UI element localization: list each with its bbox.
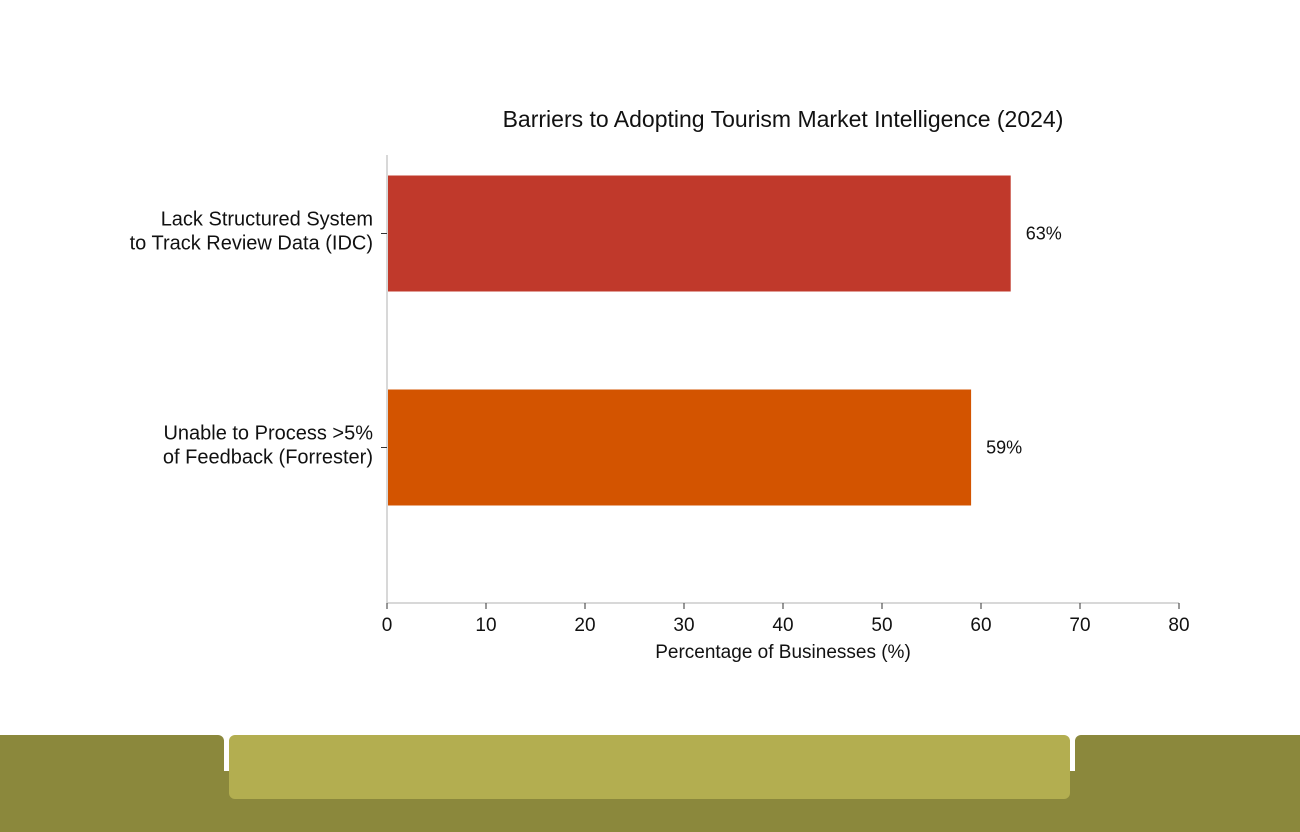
x-tick-label: 40	[772, 615, 793, 636]
x-tick-label: 50	[871, 615, 892, 636]
x-tick-label: 60	[970, 615, 991, 636]
bar	[388, 175, 1011, 292]
x-tick-label: 80	[1168, 615, 1189, 636]
category-label: Unable to Process >5%	[163, 423, 373, 445]
x-axis-title: Percentage of Businesses (%)	[655, 642, 911, 663]
x-tick-label: 20	[574, 615, 595, 636]
x-tick-label: 10	[475, 615, 496, 636]
chart-title: Barriers to Adopting Tourism Market Inte…	[503, 106, 1064, 132]
x-tick-label: 30	[673, 615, 694, 636]
footer-right-panel	[1075, 735, 1300, 832]
footer-left-panel	[0, 735, 224, 832]
data-label: 59%	[986, 438, 1022, 458]
x-tick-label: 70	[1069, 615, 1090, 636]
x-tick-label: 0	[382, 615, 393, 636]
data-label: 63%	[1026, 224, 1062, 244]
bar	[388, 389, 972, 506]
category-label: Lack Structured System	[161, 209, 373, 231]
bar-chart: Barriers to Adopting Tourism Market Inte…	[130, 106, 1190, 663]
footer-center-panel	[229, 735, 1070, 799]
category-label: to Track Review Data (IDC)	[130, 233, 373, 255]
category-label: of Feedback (Forrester)	[163, 447, 373, 469]
